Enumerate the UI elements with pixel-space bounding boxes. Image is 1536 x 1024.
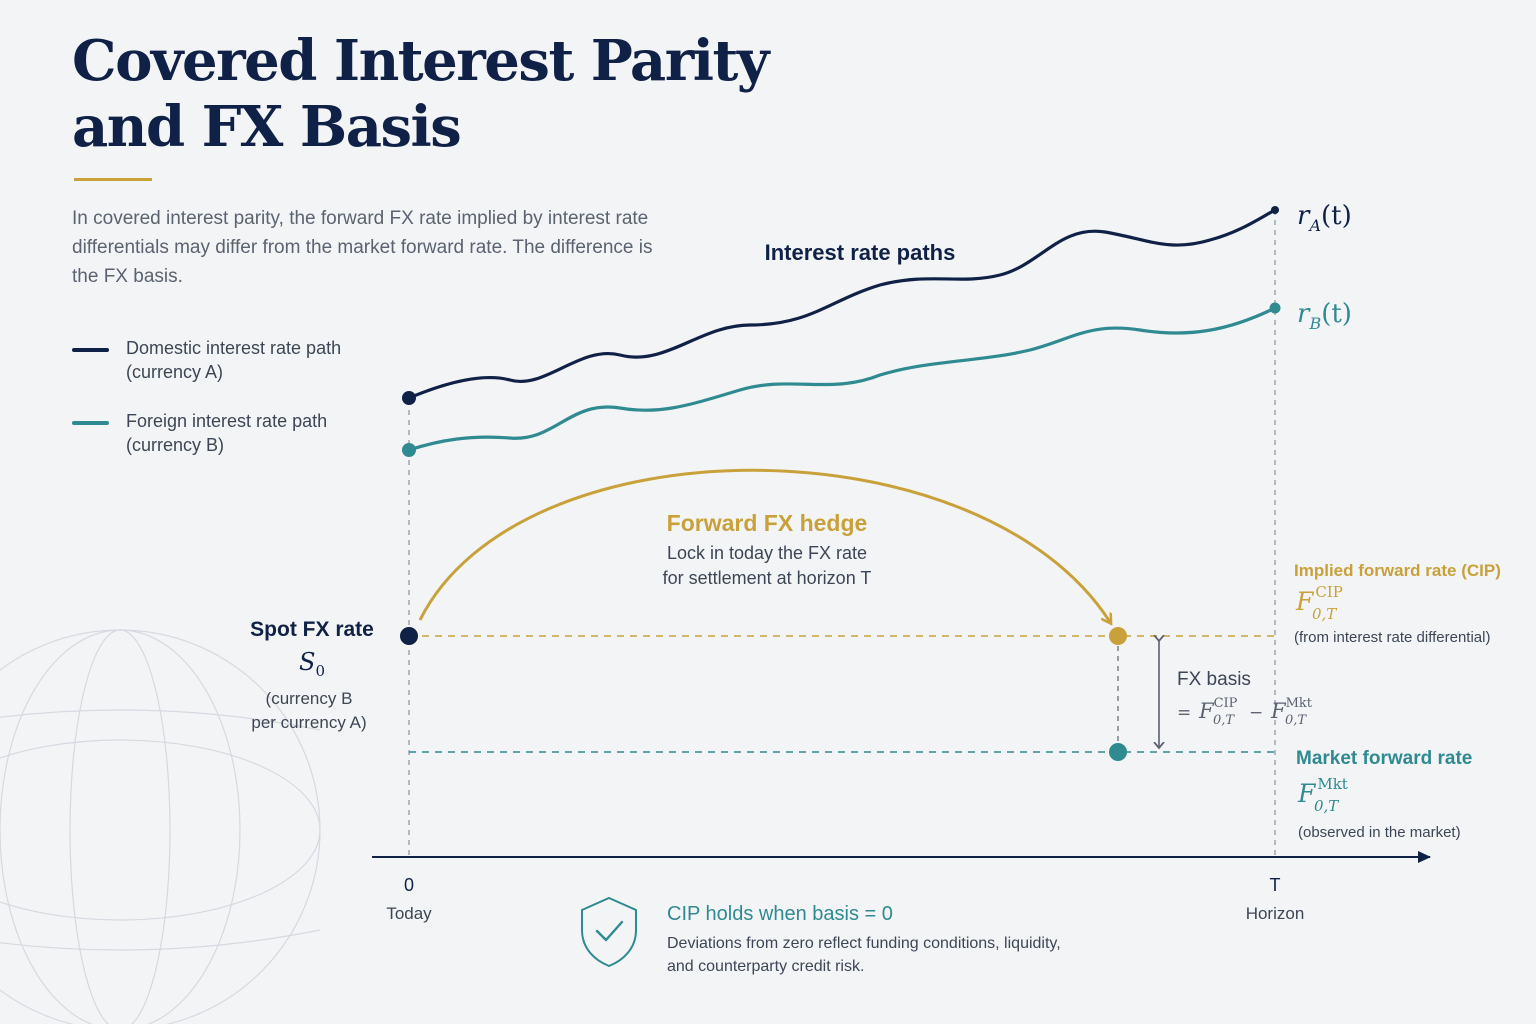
- domestic-rate-end-dot: [1271, 206, 1279, 214]
- foreign-rate-path: [407, 306, 1277, 452]
- interest-rate-paths-label: Interest rate paths: [765, 240, 956, 265]
- page-title: Covered Interest Parity and FX Basis: [72, 28, 769, 160]
- market-forward-note: (observed in the market): [1298, 824, 1461, 841]
- spot-rate-symbol: S0: [299, 648, 325, 680]
- market-forward-title: Market forward rate: [1296, 748, 1472, 769]
- rate-label-a: rA(t): [1297, 201, 1352, 235]
- title-divider: [74, 178, 152, 181]
- legend-label-domestic: Domestic interest rate path (currency A): [126, 338, 342, 382]
- shield-check-icon: [581, 896, 637, 968]
- spot-rate-dot: [400, 627, 418, 645]
- legend-swatch-domestic: [72, 348, 109, 352]
- rate-label-b: rB(t): [1297, 299, 1352, 333]
- axis-label-start: Today: [386, 904, 432, 923]
- axis-tick-end: T: [1270, 875, 1281, 895]
- foreign-rate-start-dot: [402, 443, 416, 457]
- foreign-rate-end-dot: [1269, 302, 1281, 314]
- forward-hedge-text: Lock in today the FX rate for settlement …: [663, 543, 872, 588]
- cip-holds-text: Deviations from zero reflect funding con…: [667, 935, 1061, 975]
- fx-basis-formula: = FCIP 0,T − FMkt 0,T: [1177, 696, 1313, 729]
- implied-forward-symbol: F CIP 0,T: [1295, 583, 1343, 623]
- forward-hedge-arrow: [418, 468, 1110, 622]
- cip-holds-title: CIP holds when basis = 0: [667, 903, 893, 925]
- domestic-rate-path: [407, 208, 1277, 400]
- fx-basis-title: FX basis: [1177, 669, 1251, 690]
- globe-decoration: [0, 629, 321, 1024]
- domestic-rate-start-dot: [402, 391, 416, 405]
- market-forward-symbol: F Mkt 0,T: [1297, 775, 1348, 815]
- legend-label-foreign: Foreign interest rate path (currency B): [126, 411, 328, 455]
- spot-rate-title: Spot FX rate: [250, 618, 374, 641]
- axis-label-end: Horizon: [1246, 904, 1305, 923]
- implied-forward-dot: [1109, 627, 1127, 645]
- axis-tick-start: 0: [404, 875, 414, 895]
- intro-text: In covered interest parity, the forward …: [72, 208, 653, 287]
- legend-swatch-foreign: [72, 421, 109, 425]
- forward-hedge-title: Forward FX hedge: [667, 510, 868, 536]
- implied-forward-title: Implied forward rate (CIP): [1294, 561, 1501, 580]
- market-forward-dot: [1109, 743, 1127, 761]
- implied-forward-note: (from interest rate differential): [1294, 629, 1490, 646]
